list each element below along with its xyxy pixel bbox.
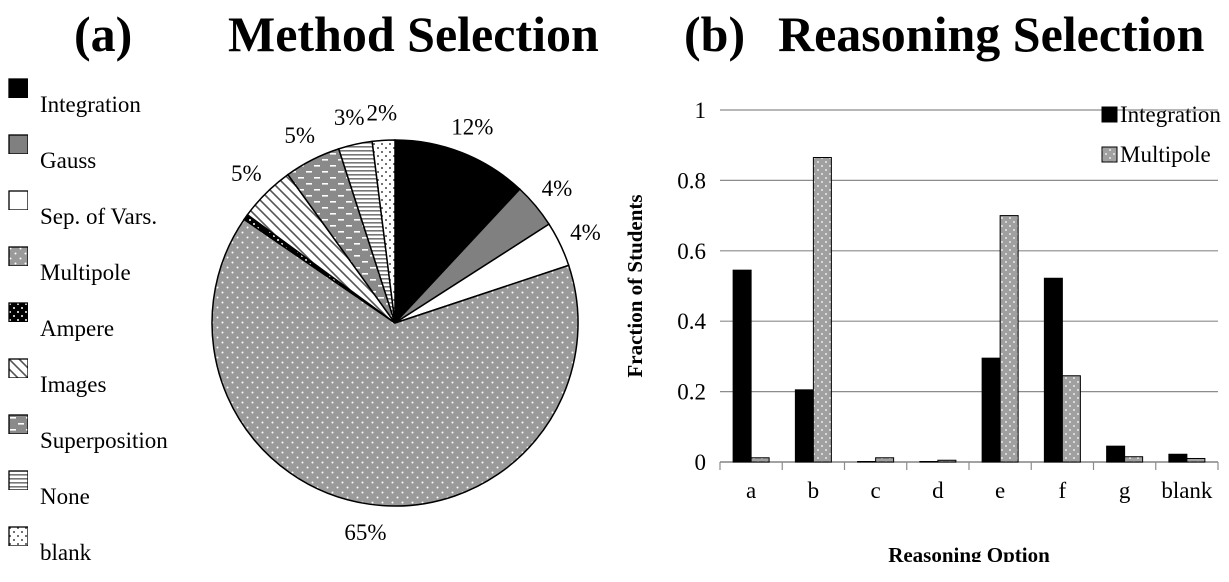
- panel-b-label: (b): [684, 6, 746, 62]
- legend-swatch-none: [8, 470, 28, 490]
- bar-legend-label-integration: Integration: [1120, 102, 1221, 127]
- x-tick-label: e: [995, 478, 1005, 503]
- legend-swatch-gauss: [8, 134, 28, 154]
- pie-label-gauss: 4%: [542, 176, 573, 201]
- pie-label-integration: 12%: [451, 115, 493, 140]
- bar-integration-b: [794, 389, 814, 463]
- legend-swatch-integration: [8, 78, 28, 98]
- legend-swatch-blank: [8, 526, 28, 546]
- legend-swatch-superposition: [8, 414, 28, 434]
- bar-multipole-a: [750, 457, 770, 463]
- legend-item-none: None: [6, 470, 226, 526]
- pie-label-blank: 2%: [366, 100, 397, 125]
- pie-label-none: 3%: [334, 105, 365, 130]
- legend-label-none: None: [40, 484, 90, 509]
- y-tick-label: 0.4: [677, 309, 706, 334]
- bar-integration-e: [981, 357, 1001, 463]
- legend-item-ampere: Ampere: [6, 302, 226, 358]
- legend-swatch-ampere: [8, 302, 28, 322]
- bar-integration-d: [919, 461, 939, 463]
- legend-label-multipole: Multipole: [40, 260, 131, 285]
- x-tick-label: blank: [1161, 478, 1213, 503]
- x-axis-title: Reasoning Option: [888, 543, 1050, 562]
- pie-chart: 12% 4% 4% 65% 5% 5% 3% 2%: [211, 100, 601, 545]
- bar-legend-swatch-integration: [1101, 106, 1118, 123]
- bar-multipole-b: [812, 157, 832, 463]
- legend-label-sep-of-vars: Sep. of Vars.: [40, 204, 158, 229]
- legend-item-integration: Integration: [6, 78, 226, 134]
- legend-item-gauss: Gauss: [6, 134, 226, 190]
- y-tick-label: 0: [695, 450, 707, 475]
- pie-slice-integration: [394, 139, 521, 325]
- pie-chart-title: Method Selection: [228, 6, 599, 62]
- bar-integration-f: [1043, 277, 1063, 463]
- legend-label-gauss: Gauss: [40, 148, 97, 173]
- legend-label-ampere: Ampere: [40, 316, 115, 341]
- bar-integration-blank: [1168, 453, 1188, 463]
- y-tick-label: 0.6: [677, 239, 706, 264]
- bar-integration-g: [1106, 445, 1126, 463]
- legend-item-multipole: Multipole: [6, 246, 226, 302]
- bar-chart-title: Reasoning Selection: [778, 6, 1205, 62]
- bar-chart: 0 0.2 0.4 0.6 0.8 1 a b c d e f g blank Reasoning Opti…: [623, 98, 1221, 562]
- bar-integration-a: [732, 269, 752, 463]
- legend-item-blank: blank: [6, 526, 226, 582]
- panel-a-label: (a): [74, 6, 133, 62]
- legend-label-blank: blank: [40, 540, 92, 565]
- y-tick-label: 0.2: [677, 380, 706, 405]
- bar-legend-label-multipole: Multipole: [1120, 142, 1211, 167]
- legend-label-superposition: Superposition: [40, 428, 168, 453]
- legend-swatch-sep-of-vars: [8, 190, 28, 210]
- pie-label-multipole: 65%: [344, 520, 386, 545]
- x-tick-label: d: [932, 478, 944, 503]
- x-tick-label: a: [746, 478, 756, 503]
- bar-legend-swatch-multipole: [1101, 146, 1118, 163]
- x-tick-label: b: [808, 478, 820, 503]
- y-tick-label: 0.8: [677, 168, 706, 193]
- bar-multipole-d: [937, 459, 957, 463]
- bar-multipole-f: [1061, 375, 1081, 463]
- legend-label-integration: Integration: [40, 92, 141, 117]
- x-tick-label: f: [1059, 478, 1067, 503]
- bar-multipole-c: [875, 457, 895, 463]
- bar-integration-c: [857, 461, 877, 463]
- pie-label-sep-of-vars: 4%: [570, 220, 601, 245]
- x-tick-label: g: [1119, 478, 1131, 503]
- pie-slice-blank: [371, 139, 396, 324]
- legend-item-images: Images: [6, 358, 226, 414]
- pie-label-images: 5%: [231, 161, 262, 186]
- legend-label-images: Images: [40, 372, 107, 397]
- legend-swatch-images: [8, 358, 28, 378]
- legend-item-sep-of-vars: Sep. of Vars.: [6, 190, 226, 246]
- y-tick-label: 1: [695, 98, 707, 123]
- pie-label-superposition: 5%: [284, 123, 315, 148]
- pie-slice-multipole: [211, 218, 579, 507]
- bar-multipole-e: [999, 215, 1019, 463]
- bar-multipole-g: [1124, 456, 1144, 463]
- x-tick-label: c: [871, 478, 881, 503]
- legend-swatch-multipole: [8, 246, 28, 266]
- y-axis-title: Fraction of Students: [623, 194, 647, 377]
- bar-multipole-blank: [1186, 457, 1206, 463]
- legend-item-superposition: Superposition: [6, 414, 226, 470]
